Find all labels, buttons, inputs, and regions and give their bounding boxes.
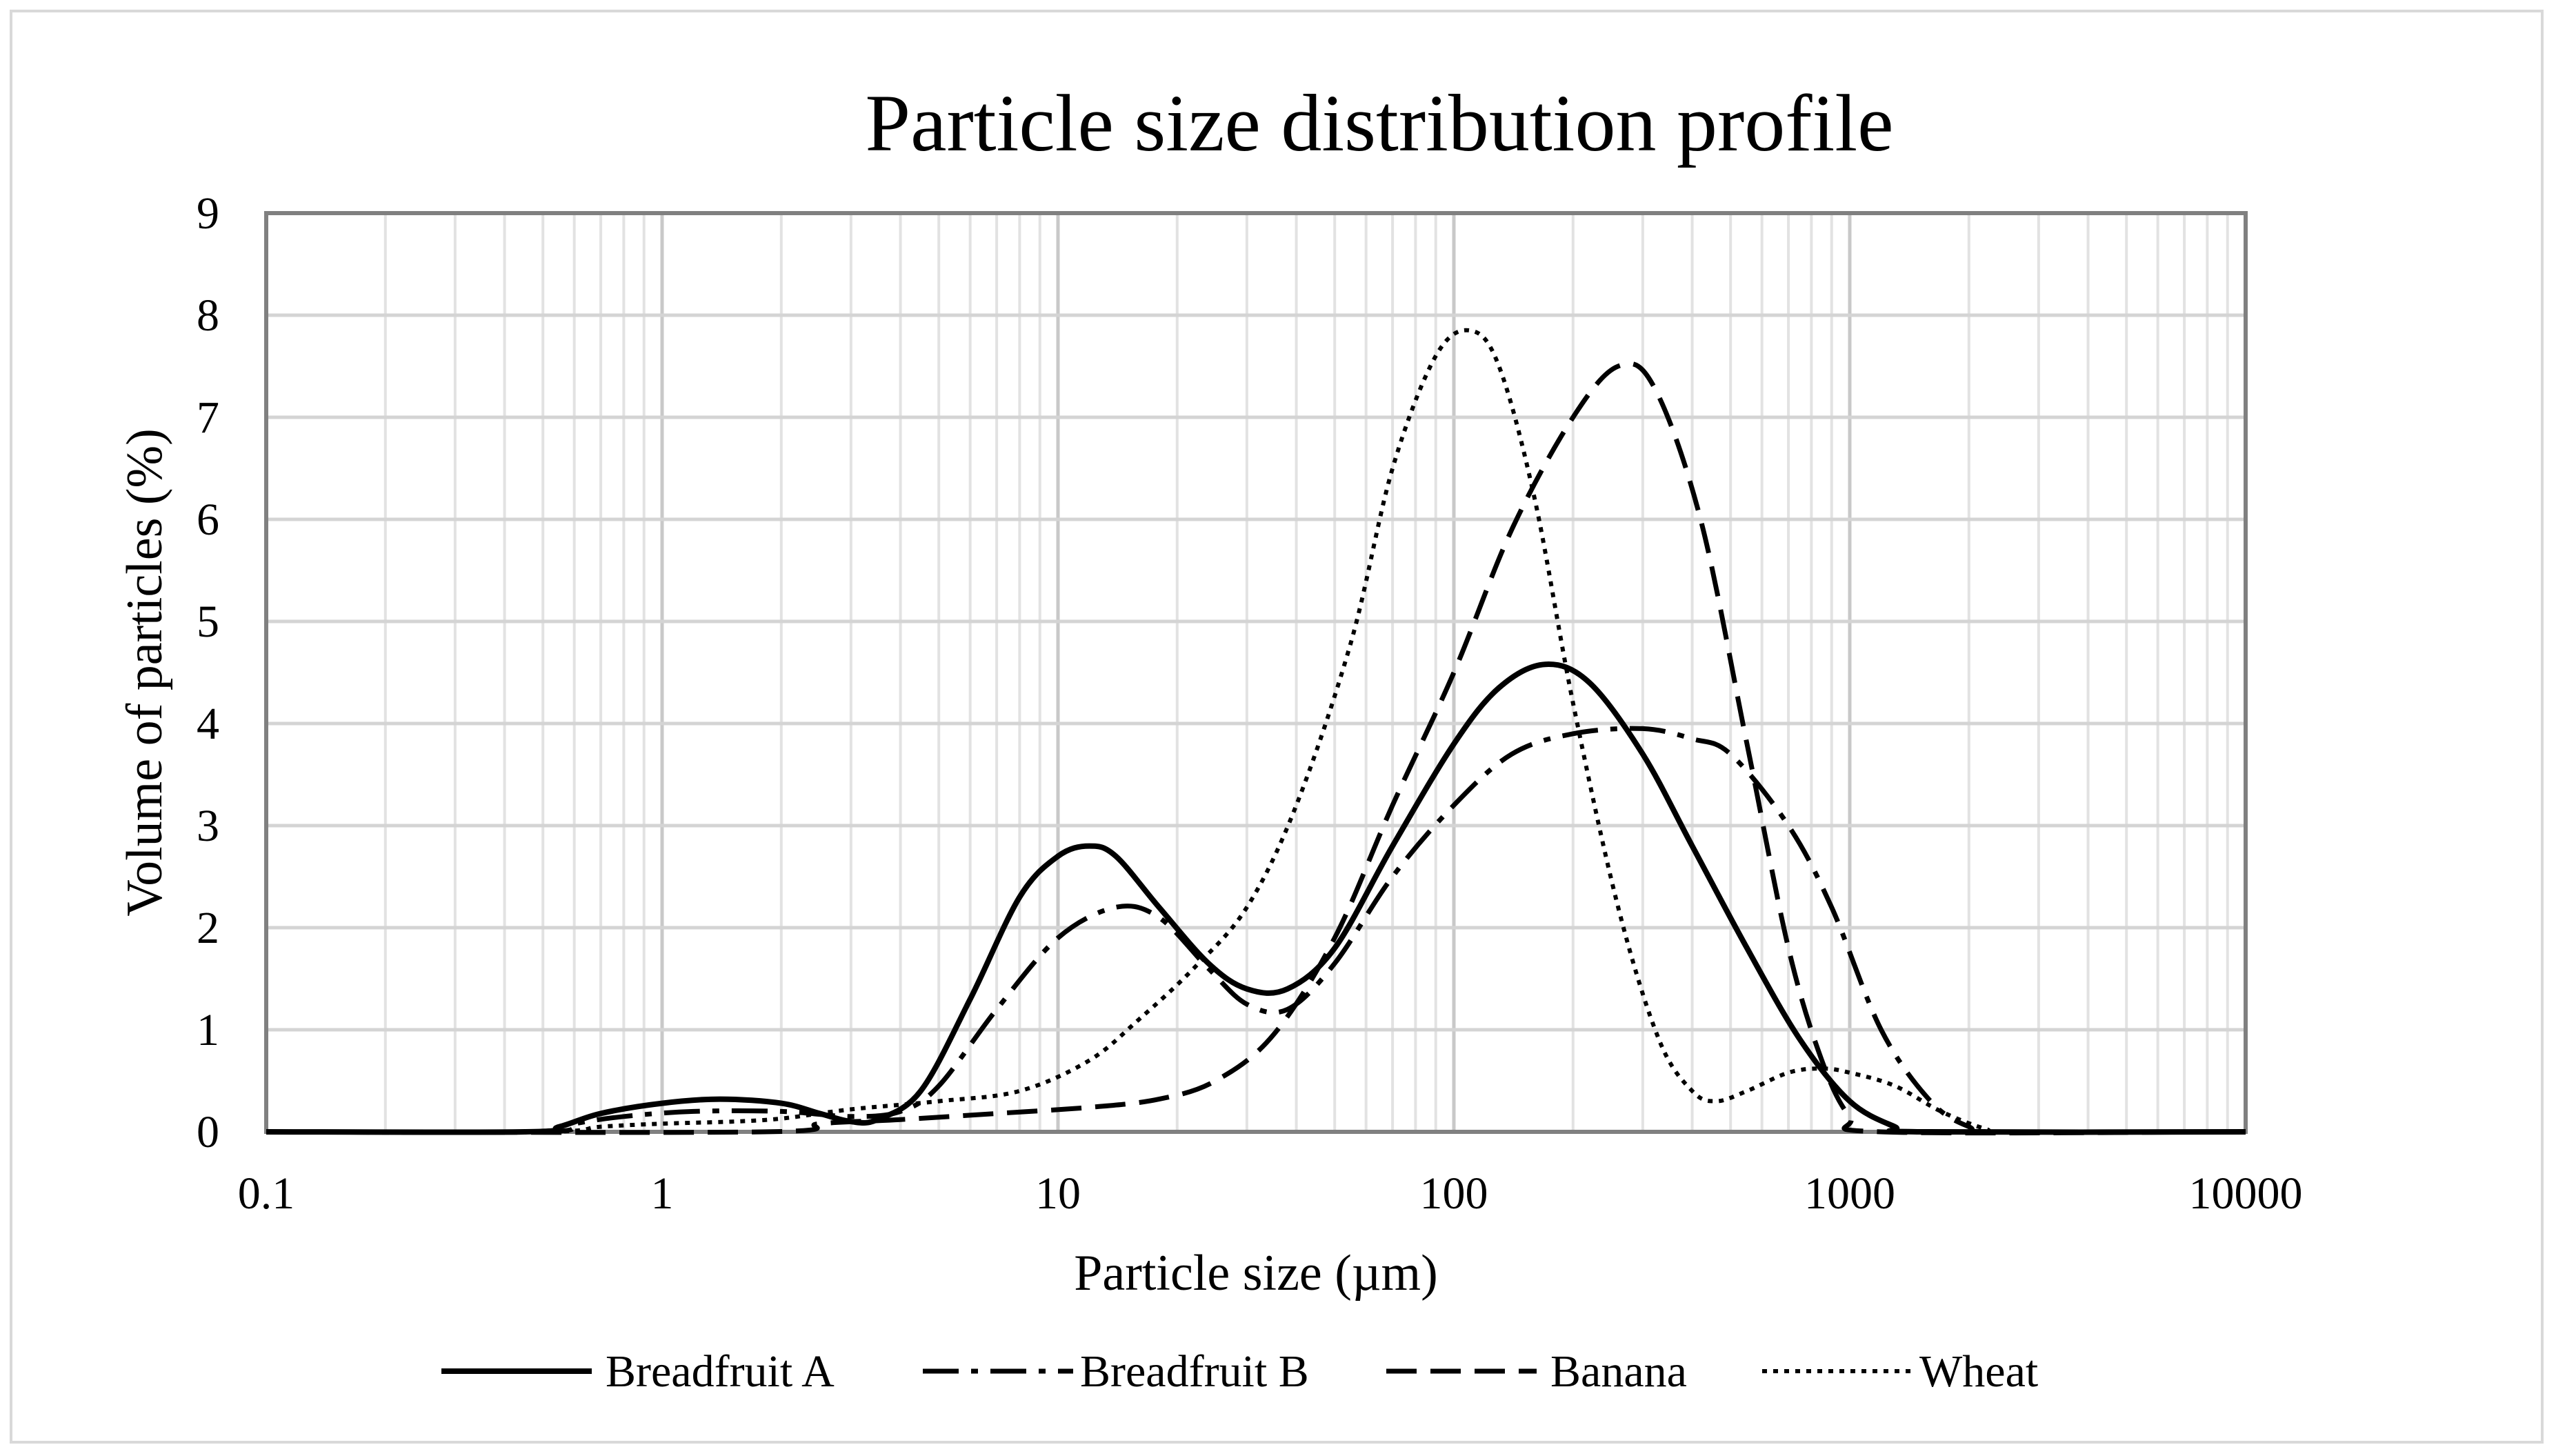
- series-line-breadfruit-a: [266, 661, 2246, 1135]
- y-tick-label: 1: [197, 1005, 219, 1055]
- x-axis-title: Particle size (µm): [1074, 1245, 1438, 1302]
- y-tick-label: 6: [197, 495, 219, 545]
- chart-title: Particle size distribution profile: [865, 78, 1893, 168]
- y-axis-title: Volume of particles (%): [117, 428, 173, 917]
- legend-label-wheat: Wheat: [1919, 1346, 2038, 1397]
- y-tick-label: 0: [197, 1107, 219, 1157]
- series-line-wheat: [266, 328, 2246, 1135]
- y-tick-label: 8: [197, 290, 219, 341]
- y-tick-label: 3: [197, 801, 219, 851]
- legend-label-breadfruit-a: Breadfruit A: [606, 1346, 835, 1397]
- legend-label-breadfruit-b: Breadfruit B: [1080, 1346, 1309, 1397]
- series-group: [266, 328, 2246, 1136]
- x-tick-label: 10000: [2189, 1168, 2303, 1219]
- x-tick-label: 1: [651, 1168, 674, 1219]
- y-tick-label: 9: [197, 188, 219, 239]
- y-tick-label: 2: [197, 903, 219, 953]
- x-tick-label: 1000: [1804, 1168, 1895, 1219]
- series-line-banana: [266, 361, 2246, 1136]
- y-tick-label: 4: [197, 699, 219, 749]
- y-tick-label: 5: [197, 597, 219, 647]
- legend-label-banana: Banana: [1550, 1346, 1687, 1397]
- legend: Breadfruit A Breadfruit B Banana Wheat: [441, 1346, 2038, 1397]
- y-tick-label: 7: [197, 392, 219, 443]
- x-tick-label: 0.1: [238, 1168, 295, 1219]
- chart-frame: [10, 10, 2544, 1444]
- plot-area-border: [264, 211, 2248, 1134]
- series-line-breadfruit-b: [266, 726, 2246, 1135]
- x-tick-label: 10: [1035, 1168, 1081, 1219]
- y-axis-ticks: 0 1 2 3 4 5 6 7 8 9: [197, 188, 219, 1157]
- x-axis-ticks: 0.1 1 10 100 1000 10000: [238, 1168, 2303, 1219]
- x-tick-label: 100: [1420, 1168, 1488, 1219]
